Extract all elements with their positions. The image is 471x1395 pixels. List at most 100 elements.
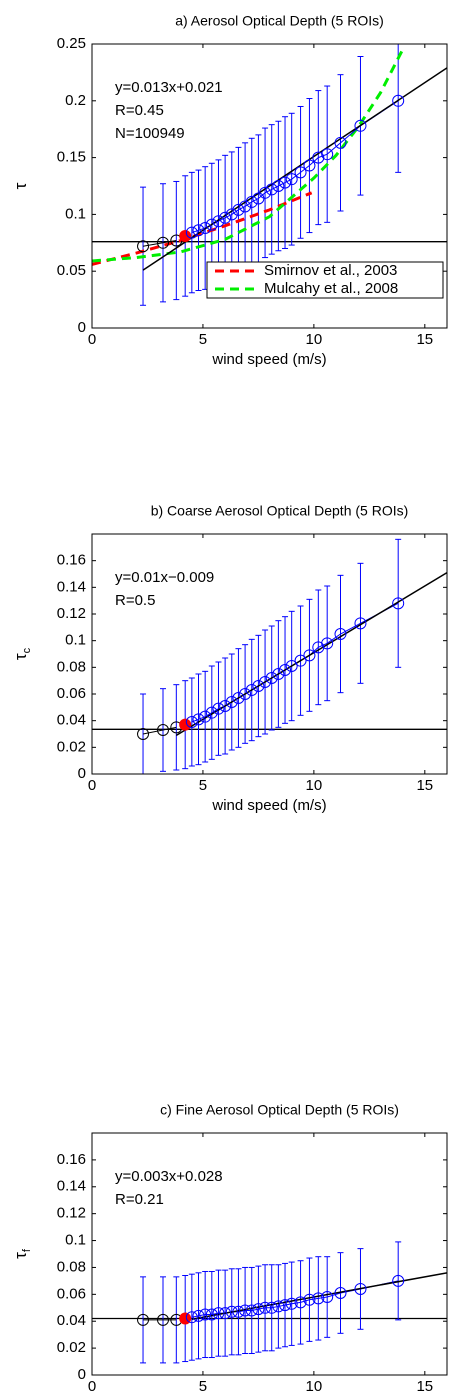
data-point (354, 617, 367, 630)
legend-box (206, 261, 444, 299)
y-tick-label: 0.1 (65, 1232, 86, 1249)
x-tick-label: 15 (416, 777, 433, 794)
x-axis-label: wind speed (m/s) (211, 351, 326, 368)
x-tick-label: 0 (88, 777, 96, 794)
y-axis-symbol: τ (11, 653, 30, 660)
legend-label: Mulcahy et al., 2008 (264, 280, 398, 297)
data-point (219, 1307, 232, 1320)
reference-curve (92, 48, 404, 263)
data-point (265, 183, 278, 196)
data-point (259, 186, 272, 199)
data-point (219, 211, 232, 224)
data-point (245, 195, 258, 208)
data-point (312, 151, 325, 164)
data-point (334, 136, 347, 149)
annotation: y=0.013x+0.021 (115, 79, 223, 96)
y-tick-label: 0.12 (57, 1205, 86, 1222)
x-tick-label: 10 (306, 331, 323, 348)
legend-label: Smirnov et al., 2003 (264, 262, 397, 279)
data-point (185, 226, 198, 239)
annotation: y=0.01x−0.009 (115, 569, 214, 586)
y-axis-label: τ (11, 182, 30, 189)
data-point (219, 700, 232, 712)
data-point (137, 240, 150, 253)
y-tick-label: 0.1 (65, 205, 86, 222)
data-point (285, 173, 298, 186)
data-point (192, 1309, 205, 1322)
series-line (191, 100, 399, 234)
data-point (303, 649, 316, 662)
data-point (205, 706, 218, 719)
y-axis-subscript: c (21, 647, 33, 653)
y-tick-label: 0.2 (65, 92, 86, 109)
x-tick-label: 15 (416, 331, 433, 348)
data-point (192, 224, 205, 237)
y-axis-label: τf (11, 1248, 32, 1259)
panel: c) Fine Aerosol Optical Depth (5 ROIs)wi… (11, 1102, 448, 1395)
data-point (232, 1305, 245, 1318)
y-tick-label: 0.16 (57, 1151, 86, 1168)
y-tick-label: 0 (78, 1366, 86, 1383)
data-point (272, 1300, 285, 1313)
data-point (354, 119, 367, 132)
data-point (239, 200, 252, 213)
annotation: R=0.5 (115, 592, 155, 609)
data-point (272, 668, 285, 680)
annotation: R=0.45 (115, 102, 164, 119)
data-point (312, 1292, 325, 1305)
data-point (232, 203, 245, 216)
data-point (179, 229, 192, 242)
data-point (294, 166, 307, 179)
fit-line (142, 67, 447, 271)
data-point (157, 236, 169, 249)
chart-title: c) Fine Aerosol Optical Depth (5 ROIs) (160, 1102, 399, 1118)
y-tick-label: 0.02 (57, 738, 86, 755)
data-point (265, 672, 278, 684)
y-axis-subscript: f (21, 1248, 33, 1252)
data-point (265, 1301, 278, 1314)
data-point (179, 718, 192, 731)
data-point (137, 1313, 150, 1326)
y-tick-label: 0.14 (57, 1178, 86, 1195)
reference-curve (92, 191, 313, 266)
data-point (205, 1308, 218, 1321)
data-point (392, 1274, 405, 1287)
y-tick-label: 0.08 (57, 1258, 86, 1275)
data-point (225, 696, 238, 708)
data-point (225, 208, 238, 221)
data-point (279, 664, 292, 676)
data-point (294, 654, 307, 667)
x-tick-label: 5 (199, 1378, 207, 1395)
x-tick-label: 5 (199, 331, 207, 348)
data-point (259, 676, 272, 688)
data-point (285, 660, 298, 672)
y-tick-label: 0.05 (57, 262, 86, 279)
error-bar (140, 186, 147, 306)
data-point (199, 222, 212, 235)
data-point (321, 637, 334, 650)
data-point (272, 180, 285, 192)
fit-line (191, 1272, 447, 1320)
data-point (232, 692, 245, 704)
data-point (185, 1311, 198, 1324)
axes-frame (91, 43, 448, 329)
panel: b) Coarse Aerosol Optical Depth (5 ROIs)… (11, 503, 448, 814)
plot-area (92, 1241, 447, 1364)
data-point (199, 710, 212, 723)
data-point (192, 713, 205, 726)
x-axis-label: wind speed (m/s) (211, 797, 326, 814)
series-line (142, 240, 177, 247)
y-tick-label: 0.08 (57, 658, 86, 675)
y-tick-label: 0.04 (57, 712, 86, 729)
data-point (205, 218, 218, 231)
y-tick-label: 0 (78, 765, 86, 782)
data-point (225, 1305, 238, 1318)
y-axis-symbol: τ (11, 182, 30, 189)
series-line (142, 726, 177, 735)
data-point (239, 1304, 252, 1317)
x-tick-label: 15 (416, 1378, 433, 1395)
annotation: R=0.21 (115, 1191, 164, 1208)
data-point (259, 1301, 272, 1314)
data-point (212, 702, 225, 715)
